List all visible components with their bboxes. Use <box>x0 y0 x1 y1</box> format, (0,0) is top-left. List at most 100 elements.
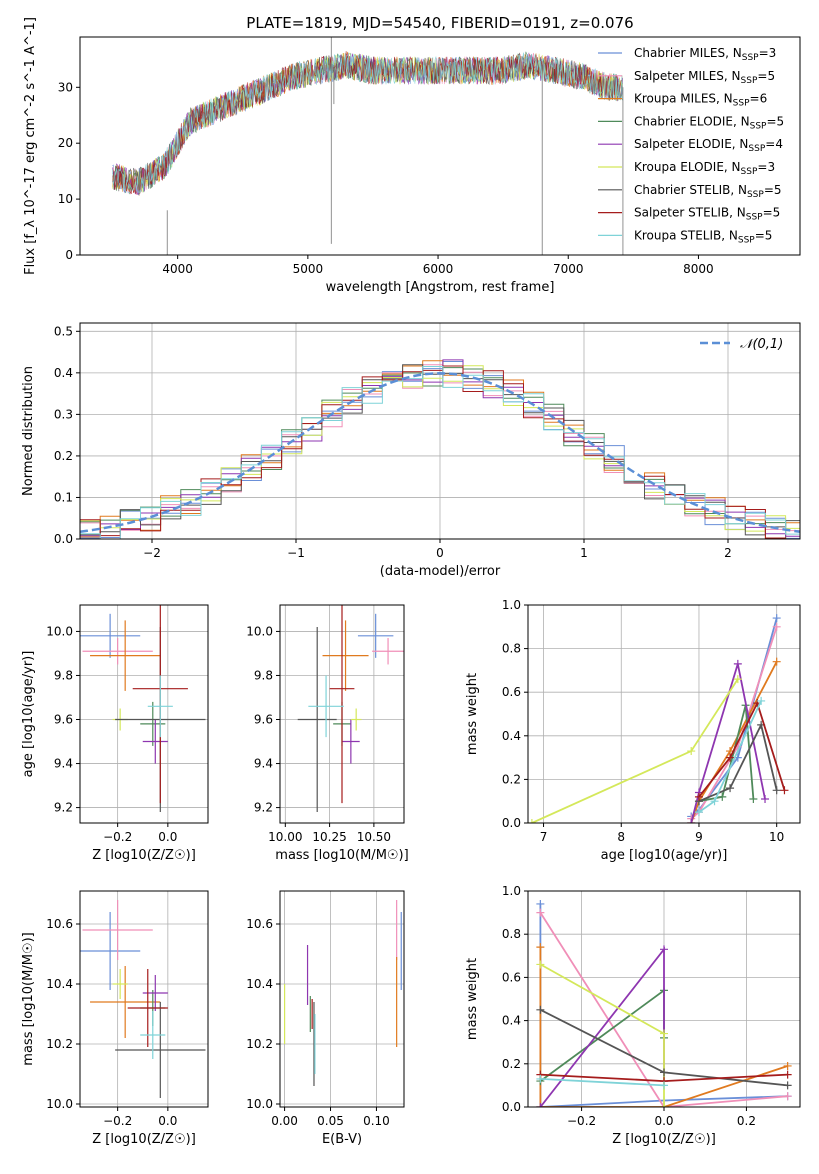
weight-marker <box>660 1103 668 1107</box>
weight-marker <box>660 1029 668 1038</box>
legend-count: =6 <box>750 92 768 106</box>
y-tick-label: 0.6 <box>502 685 521 699</box>
x-tick-label: 2 <box>724 546 732 560</box>
y-axis-label: age [log10(age/yr)] <box>21 651 36 778</box>
weight-marker <box>528 819 536 823</box>
weight-marker <box>772 657 781 666</box>
panel-mass-age: 10.00 10.25 10.50 9.2 9.4 9.6 9.8 10.0 mass [log… <box>246 604 409 863</box>
weight-marker <box>733 659 742 668</box>
y-tick-label: 10.2 <box>46 1037 73 1051</box>
legend: 𝒩(0,1) <box>700 337 783 352</box>
x-tick-label: 10.50 <box>357 830 391 844</box>
axes-frame <box>527 890 801 1108</box>
legend-count: =5 <box>763 206 781 220</box>
y-tick-label: 1.0 <box>502 598 521 612</box>
legend-count: =3 <box>759 46 777 60</box>
y-tick-label: 0.6 <box>502 970 521 984</box>
weight-marker <box>660 1081 668 1090</box>
legend-entry: Kroupa STELIB, NSSP=5 <box>634 228 772 245</box>
axes-frame <box>79 890 209 1108</box>
axes-frame <box>79 322 801 540</box>
x-tick-label: 7 <box>540 830 548 844</box>
legend-entry: Kroupa ELODIE, NSSP=3 <box>634 160 775 177</box>
weight-marker <box>772 786 781 795</box>
y-tick-label: 10.6 <box>46 917 73 931</box>
legend-entry: Salpeter STELIB, NSSP=5 <box>634 206 780 223</box>
legend-subscript: SSP <box>738 235 755 245</box>
legend-entry: Chabrier ELODIE, NSSP=5 <box>634 114 784 131</box>
y-tick-label: 10.0 <box>46 624 73 638</box>
y-tick-label: 10 <box>58 192 73 206</box>
legend-subscript: SSP <box>741 76 758 86</box>
weight-line <box>531 678 739 823</box>
y-tick-label: 0.5 <box>54 324 73 338</box>
x-tick-label: 0.05 <box>317 1114 344 1128</box>
weight-marker <box>536 1074 545 1083</box>
y-axis-label: mass weight <box>465 673 480 755</box>
plot-area <box>536 899 792 1107</box>
spectrum-line <box>112 52 623 195</box>
weight-line <box>539 912 788 1107</box>
panel-residuals: −2 −1 0 1 2 0.0 0.1 0.2 0.3 0.4 0.5 (data-model)/er… <box>21 322 801 579</box>
y-tick-label: 10.2 <box>246 1037 273 1051</box>
y-tick-label: 0.0 <box>502 1100 521 1114</box>
axes-frame <box>79 36 801 256</box>
weight-marker <box>783 1092 792 1101</box>
weight-line <box>690 663 766 823</box>
axes-frame <box>279 604 405 824</box>
weight-marker <box>536 1103 545 1107</box>
y-tick-label: 0.4 <box>502 729 521 743</box>
x-tick-label: 0.10 <box>363 1114 390 1128</box>
weight-marker <box>710 797 719 806</box>
x-axis-label: Z [log10(Z/Z☉)] <box>92 848 196 863</box>
y-tick-label: 0.2 <box>54 449 73 463</box>
x-tick-label: 0.00 <box>271 1114 298 1128</box>
y-tick-label: 30 <box>58 80 73 94</box>
weight-marker <box>780 786 789 795</box>
y-axis-label: Normed distribution <box>21 366 36 496</box>
weight-marker <box>536 899 545 908</box>
panel-z-mass: −0.2 0.0 10.0 10.2 10.4 10.6 Z [log10(Z/Z☉)] ma… <box>21 890 209 1147</box>
x-tick-label: −0.2 <box>103 1114 132 1128</box>
x-axis-label: Z [log10(Z/Z☉)] <box>612 1132 716 1147</box>
y-tick-label: 0.1 <box>54 490 73 504</box>
legend-count: =5 <box>766 114 784 128</box>
weight-line <box>698 722 778 803</box>
x-tick-label: 0.0 <box>158 1114 177 1128</box>
x-tick-label: 0.2 <box>737 1114 756 1128</box>
y-tick-label: 0.3 <box>54 407 73 421</box>
y-tick-label: 0.0 <box>54 532 73 546</box>
legend-entry: Kroupa MILES, NSSP=6 <box>634 92 767 109</box>
y-axis-label: Flux [f_λ 10^-17 erg cm^-2 s^-1 A^-1] <box>23 17 38 275</box>
weight-marker <box>660 1068 668 1077</box>
legend-subscript: SSP <box>748 144 765 154</box>
plot-area <box>283 900 402 1086</box>
legend: Chabrier MILES, NSSP=3 Salpeter MILES, NS… <box>598 46 784 245</box>
weight-marker <box>687 747 696 756</box>
legend-subscript: SSP <box>741 167 758 177</box>
histogram-step <box>80 364 800 539</box>
legend-entry: Chabrier STELIB, NSSP=5 <box>634 183 782 200</box>
x-tick-label: 10.25 <box>312 830 346 844</box>
y-tick-label: 9.8 <box>254 668 273 682</box>
weight-marker <box>718 792 727 801</box>
panel-z-weight: −0.2 0.0 0.2 0.0 0.2 0.4 0.6 0.8 1.0 Z [log10(Z/Z… <box>465 884 801 1147</box>
legend-count: =3 <box>757 160 775 174</box>
x-tick-label: 4000 <box>162 262 193 276</box>
y-tick-label: 10.6 <box>246 917 273 931</box>
y-tick-label: 0 <box>65 248 73 262</box>
y-tick-label: 0.8 <box>502 642 521 656</box>
legend-entry: Salpeter ELODIE, NSSP=4 <box>634 137 783 154</box>
y-tick-label: 0.4 <box>502 1014 521 1028</box>
x-tick-label: 8 <box>617 830 625 844</box>
plot-area <box>528 614 789 823</box>
weight-marker <box>783 1061 792 1070</box>
weight-marker <box>694 808 703 817</box>
x-axis-label: E(B-V) <box>322 1132 362 1147</box>
y-tick-label: 0.4 <box>54 366 73 380</box>
x-tick-label: 7000 <box>553 262 584 276</box>
plot-area <box>80 900 206 1098</box>
y-tick-label: 10.0 <box>246 624 273 638</box>
grid <box>280 891 404 1107</box>
